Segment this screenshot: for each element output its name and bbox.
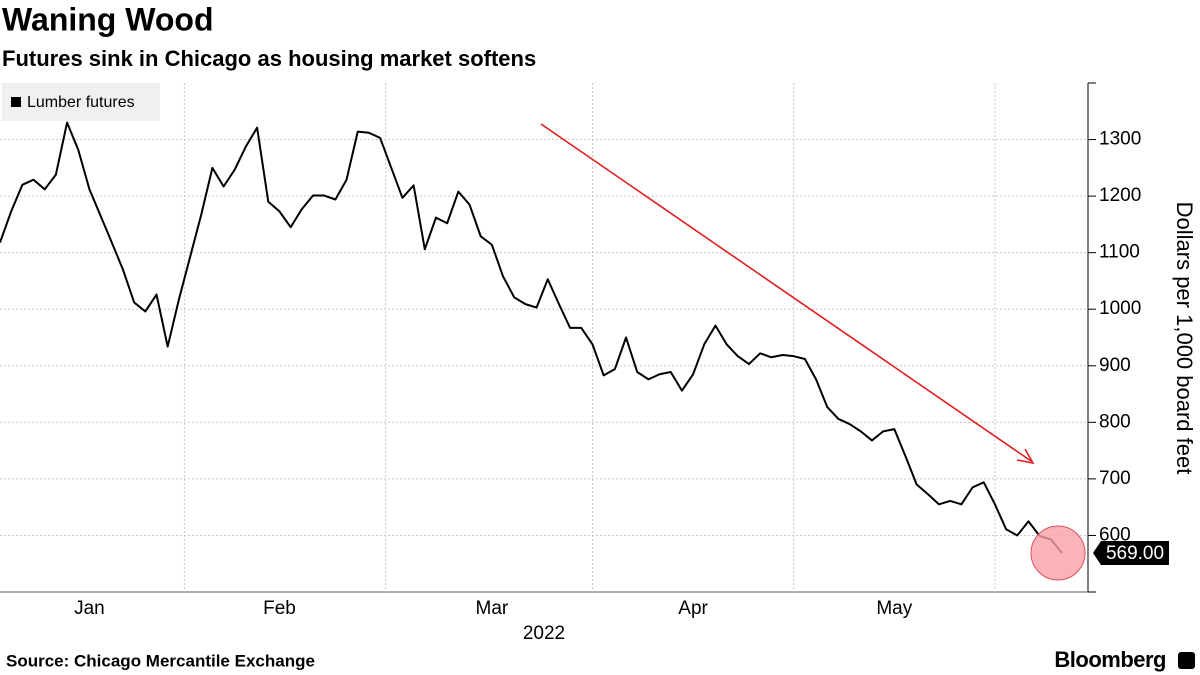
grid: 600 700 800 900 1000 1100 1200 1300 Jan Feb Mar Apr… [0, 82, 1141, 619]
y-tick-label: 800 [1099, 411, 1131, 432]
line-series [0, 121, 1063, 554]
y-tick-label: 1200 [1099, 185, 1141, 206]
trend-arrow [540, 123, 1032, 462]
value-label-box [1093, 540, 1169, 565]
y-tick-label: 900 [1099, 355, 1131, 376]
y-tick-label: 700 [1099, 468, 1131, 489]
highlight-circle [1030, 525, 1086, 581]
value-label: 569.00 [1106, 543, 1164, 564]
x-tick-label: Apr [678, 598, 708, 619]
y-axis-label: Dollars per 1,000 board feet [1172, 202, 1197, 475]
legend-box [2, 83, 160, 121]
y-tick-label: 1000 [1099, 298, 1141, 319]
y-tick-label: 1100 [1099, 242, 1140, 263]
x-tick-label: Jan [74, 598, 105, 619]
y-tick-label: 1300 [1099, 129, 1141, 150]
y-tick-label: 600 [1099, 524, 1131, 545]
x-axis-label: 2022 [523, 623, 565, 644]
trend-arrow-head [1016, 448, 1035, 465]
chart-title: Waning Wood [2, 1, 214, 37]
source: Source: Chicago Mercantile Exchange [6, 651, 315, 670]
x-tick-label: Feb [263, 598, 296, 619]
plot [0, 121, 1063, 554]
overlay: 569.00 Lumber futures [2, 83, 1169, 565]
brand: Bloomberg [1054, 647, 1166, 672]
x-tick-label: Mar [476, 598, 509, 619]
legend-label: Lumber futures [27, 94, 135, 111]
legend-swatch [11, 97, 21, 107]
x-tick-label: May [876, 598, 912, 619]
brand-icon [1178, 652, 1195, 669]
chart-subtitle: Futures sink in Chicago as housing marke… [2, 46, 536, 71]
